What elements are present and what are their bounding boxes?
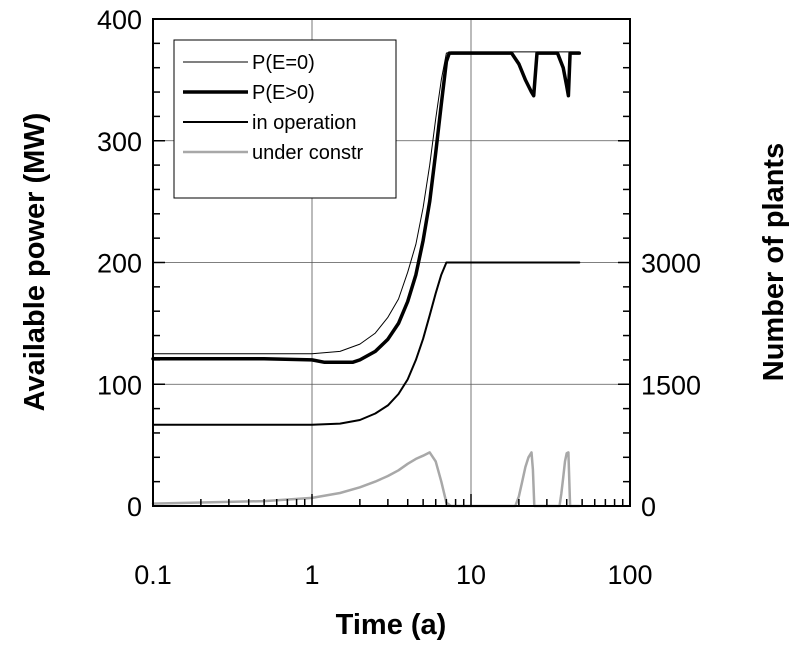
tick-marks	[152, 18, 630, 507]
x-tick-label: 100	[607, 560, 652, 590]
y2-tick-label: 3000	[641, 249, 701, 279]
legend: P(E=0) P(E>0) in operation under constr	[173, 39, 397, 199]
y-tick-label: 300	[97, 127, 142, 157]
y-tick-label: 400	[97, 5, 142, 35]
x-tick-label: 10	[456, 560, 486, 590]
y2-axis-title: Number of plants	[758, 143, 790, 381]
legend-label-under-constr: under constr	[252, 142, 364, 164]
legend-label-p-egt0: P(E>0)	[252, 82, 315, 104]
y-tick-label: 200	[97, 249, 142, 279]
x-tick-label: 0.1	[134, 560, 172, 590]
tick-labels: 0.1 1 10 100 0 100 200 300 400 0 1500 3000	[97, 5, 701, 590]
y-tick-label: 100	[97, 370, 142, 400]
x-tick-label: 1	[304, 560, 319, 590]
series-line-in-operation	[152, 261, 581, 426]
y-axis-title: Available power (MW)	[19, 113, 51, 412]
legend-label-in-operation: in operation	[252, 112, 357, 134]
y-tick-label: 0	[127, 492, 142, 522]
y2-tick-label: 1500	[641, 370, 701, 400]
legend-label-p-e0: P(E=0)	[252, 52, 315, 74]
legend-box	[173, 39, 397, 199]
y2-tick-label: 0	[641, 492, 656, 522]
series-line-p-e-0-	[151, 51, 582, 365]
x-axis-title: Time (a)	[336, 609, 447, 641]
